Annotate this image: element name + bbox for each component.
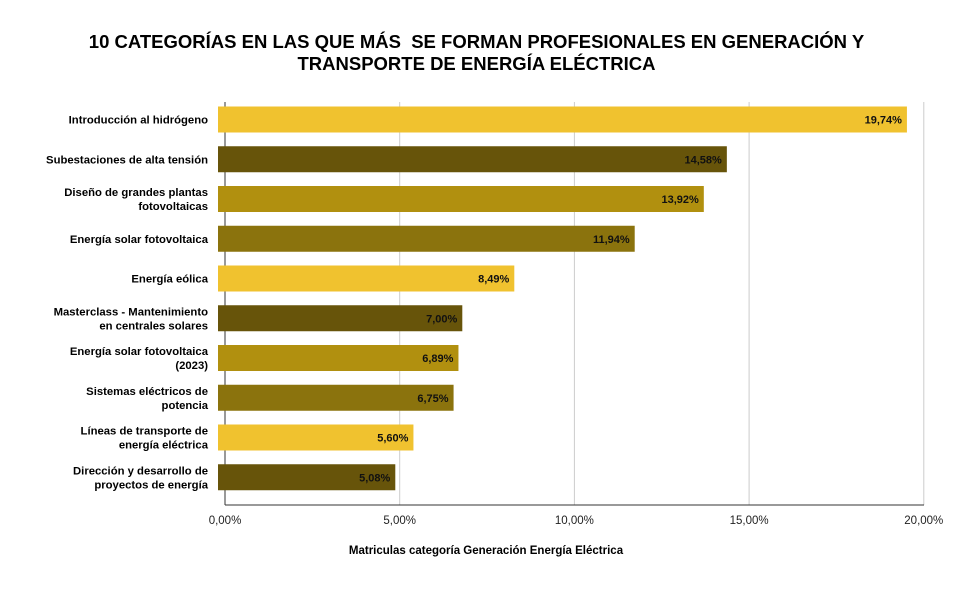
data-label: 13,92% — [661, 194, 699, 206]
chart-title-line-1: 10 CATEGORÍAS EN LAS QUE MÁS SE FORMAN P… — [88, 31, 865, 52]
x-tick-label: 5,00% — [383, 515, 416, 527]
data-label: 11,94% — [593, 234, 630, 246]
data-label: 6,89% — [422, 353, 453, 365]
x-tick-label: 15,00% — [730, 515, 769, 527]
bar — [218, 424, 414, 451]
bar — [218, 345, 459, 371]
category-label: Introducción al hidrógeno — [69, 115, 208, 127]
bar — [218, 464, 396, 491]
data-label: 5,60% — [377, 433, 408, 445]
category-label: Energía eólica — [131, 274, 208, 286]
data-label: 6,75% — [417, 393, 448, 405]
category-label: (2023) — [175, 360, 208, 372]
category-label: Energía solar fotovoltaica — [70, 234, 209, 246]
bar — [218, 225, 635, 252]
category-label: Energía solar fotovoltaica — [70, 346, 209, 358]
bar — [218, 265, 515, 292]
x-tick-label: 10,00% — [555, 515, 594, 527]
category-label: energía eléctrica — [119, 440, 209, 452]
data-label: 8,49% — [478, 274, 509, 286]
category-label: en centrales solares — [99, 320, 208, 332]
chart-title-line-2: TRANSPORTE DE ENERGÍA ELÉCTRICA — [297, 53, 656, 74]
category-label: Subestaciones de alta tensión — [46, 154, 208, 166]
x-tick-label: 0,00% — [209, 515, 242, 527]
x-tick-label: 20,00% — [904, 515, 943, 527]
category-label: Sistemas eléctricos de — [86, 386, 208, 398]
chart-title: 10 CATEGORÍAS EN LAS QUE MÁS SE FORMAN P… — [0, 31, 953, 75]
bar — [218, 305, 463, 332]
bar — [218, 106, 907, 133]
category-label: Diseño de grandes plantas — [64, 187, 208, 199]
data-label: 5,08% — [359, 472, 390, 484]
bar — [218, 384, 454, 411]
category-label: Masterclass - Mantenimiento — [54, 306, 209, 318]
category-label: Líneas de transporte de — [81, 426, 208, 438]
category-label: potencia — [162, 400, 209, 412]
x-axis-label: Matriculas categoría Generación Energía … — [348, 545, 624, 557]
category-label: Dirección y desarrollo de — [73, 465, 208, 477]
category-label: proyectos de energía — [94, 479, 208, 491]
data-label: 7,00% — [426, 313, 457, 325]
data-label: 14,58% — [685, 154, 723, 166]
bar — [218, 186, 704, 212]
category-label: fotovoltaicas — [138, 201, 208, 213]
bar — [218, 146, 727, 173]
data-label: 19,74% — [865, 115, 903, 127]
